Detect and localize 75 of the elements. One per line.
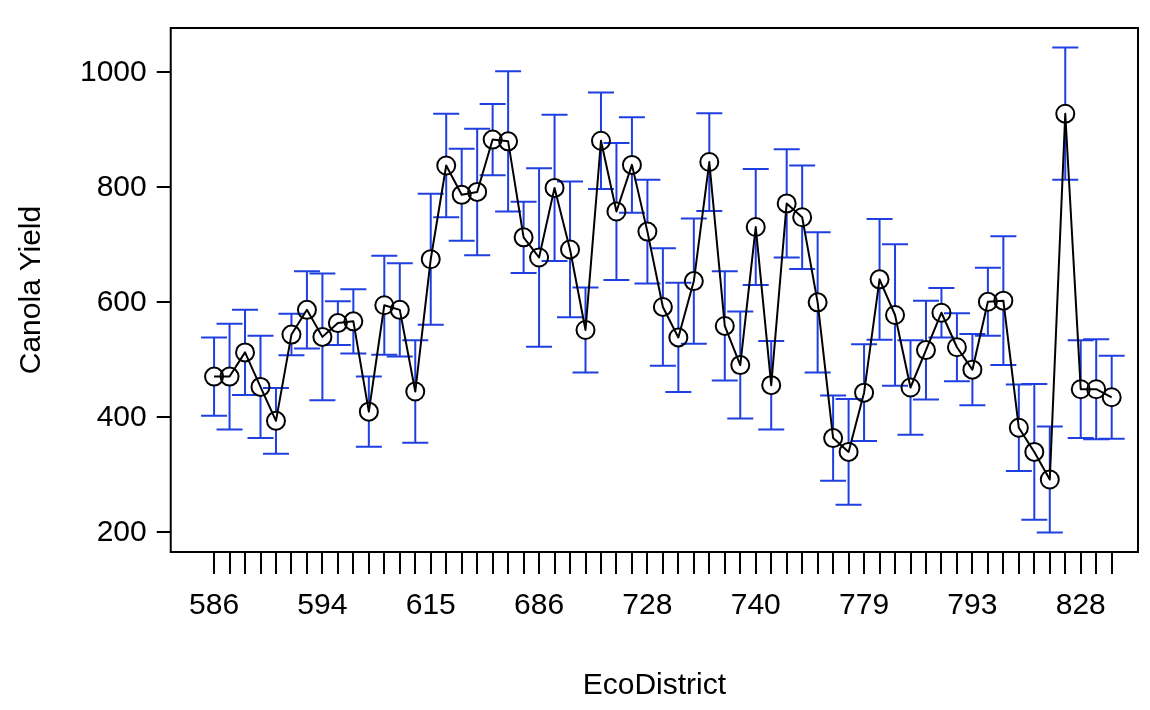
point bbox=[1039, 469, 1060, 490]
point bbox=[281, 324, 302, 345]
x-tick-label: 779 bbox=[839, 587, 890, 621]
point bbox=[575, 319, 596, 340]
y-axis-title: Canola Yield bbox=[13, 205, 47, 375]
point bbox=[761, 375, 782, 396]
point bbox=[823, 428, 844, 449]
point bbox=[915, 340, 936, 361]
point bbox=[900, 377, 921, 398]
y-tick-label: 200 bbox=[96, 513, 147, 547]
point bbox=[1055, 103, 1076, 124]
point bbox=[776, 193, 797, 214]
point bbox=[250, 376, 271, 397]
point bbox=[513, 227, 534, 248]
y-tick-label: 600 bbox=[96, 283, 147, 317]
point bbox=[683, 271, 704, 292]
point bbox=[838, 441, 859, 462]
point bbox=[1086, 379, 1107, 400]
point bbox=[343, 311, 364, 332]
point bbox=[745, 217, 766, 238]
point bbox=[467, 181, 488, 202]
point bbox=[1008, 417, 1029, 438]
point bbox=[730, 355, 751, 376]
point bbox=[590, 130, 611, 151]
point bbox=[993, 290, 1014, 311]
point bbox=[946, 337, 967, 358]
y-tick-label: 1000 bbox=[79, 53, 147, 87]
point bbox=[374, 295, 395, 316]
point bbox=[792, 207, 813, 228]
point bbox=[1024, 441, 1045, 462]
x-tick-label: 793 bbox=[947, 587, 998, 621]
point bbox=[621, 154, 642, 175]
point bbox=[699, 152, 720, 173]
x-tick-label: 594 bbox=[297, 587, 348, 621]
point bbox=[327, 313, 348, 334]
point bbox=[235, 342, 256, 363]
point bbox=[652, 296, 673, 317]
point bbox=[265, 410, 286, 431]
point bbox=[1101, 387, 1122, 408]
point bbox=[885, 305, 906, 326]
x-tick-label: 828 bbox=[1055, 587, 1106, 621]
point bbox=[482, 129, 503, 150]
y-tick-label: 800 bbox=[96, 168, 147, 202]
x-tick-label: 586 bbox=[189, 587, 240, 621]
point bbox=[606, 201, 627, 222]
point bbox=[668, 327, 689, 348]
point bbox=[389, 299, 410, 320]
point bbox=[931, 302, 952, 323]
point bbox=[529, 247, 550, 268]
point bbox=[436, 155, 457, 176]
point bbox=[854, 382, 875, 403]
x-tick-label: 686 bbox=[514, 587, 565, 621]
x-tick-label: 740 bbox=[730, 587, 781, 621]
point bbox=[312, 326, 333, 347]
point bbox=[544, 177, 565, 198]
point bbox=[498, 131, 519, 152]
point bbox=[869, 269, 890, 290]
point bbox=[405, 381, 426, 402]
point bbox=[204, 366, 225, 387]
y-tick-label: 400 bbox=[96, 398, 147, 432]
point bbox=[358, 401, 379, 422]
point bbox=[560, 239, 581, 260]
point bbox=[296, 299, 317, 320]
x-tick-label: 728 bbox=[622, 587, 673, 621]
point bbox=[451, 184, 472, 205]
point bbox=[420, 249, 441, 270]
point bbox=[1070, 379, 1091, 400]
point bbox=[977, 291, 998, 312]
point bbox=[714, 315, 735, 336]
point bbox=[219, 366, 240, 387]
point bbox=[637, 221, 658, 242]
x-axis-title: EcoDistrict bbox=[582, 667, 727, 701]
point bbox=[807, 292, 828, 313]
point bbox=[962, 359, 983, 380]
x-tick-label: 615 bbox=[405, 587, 456, 621]
